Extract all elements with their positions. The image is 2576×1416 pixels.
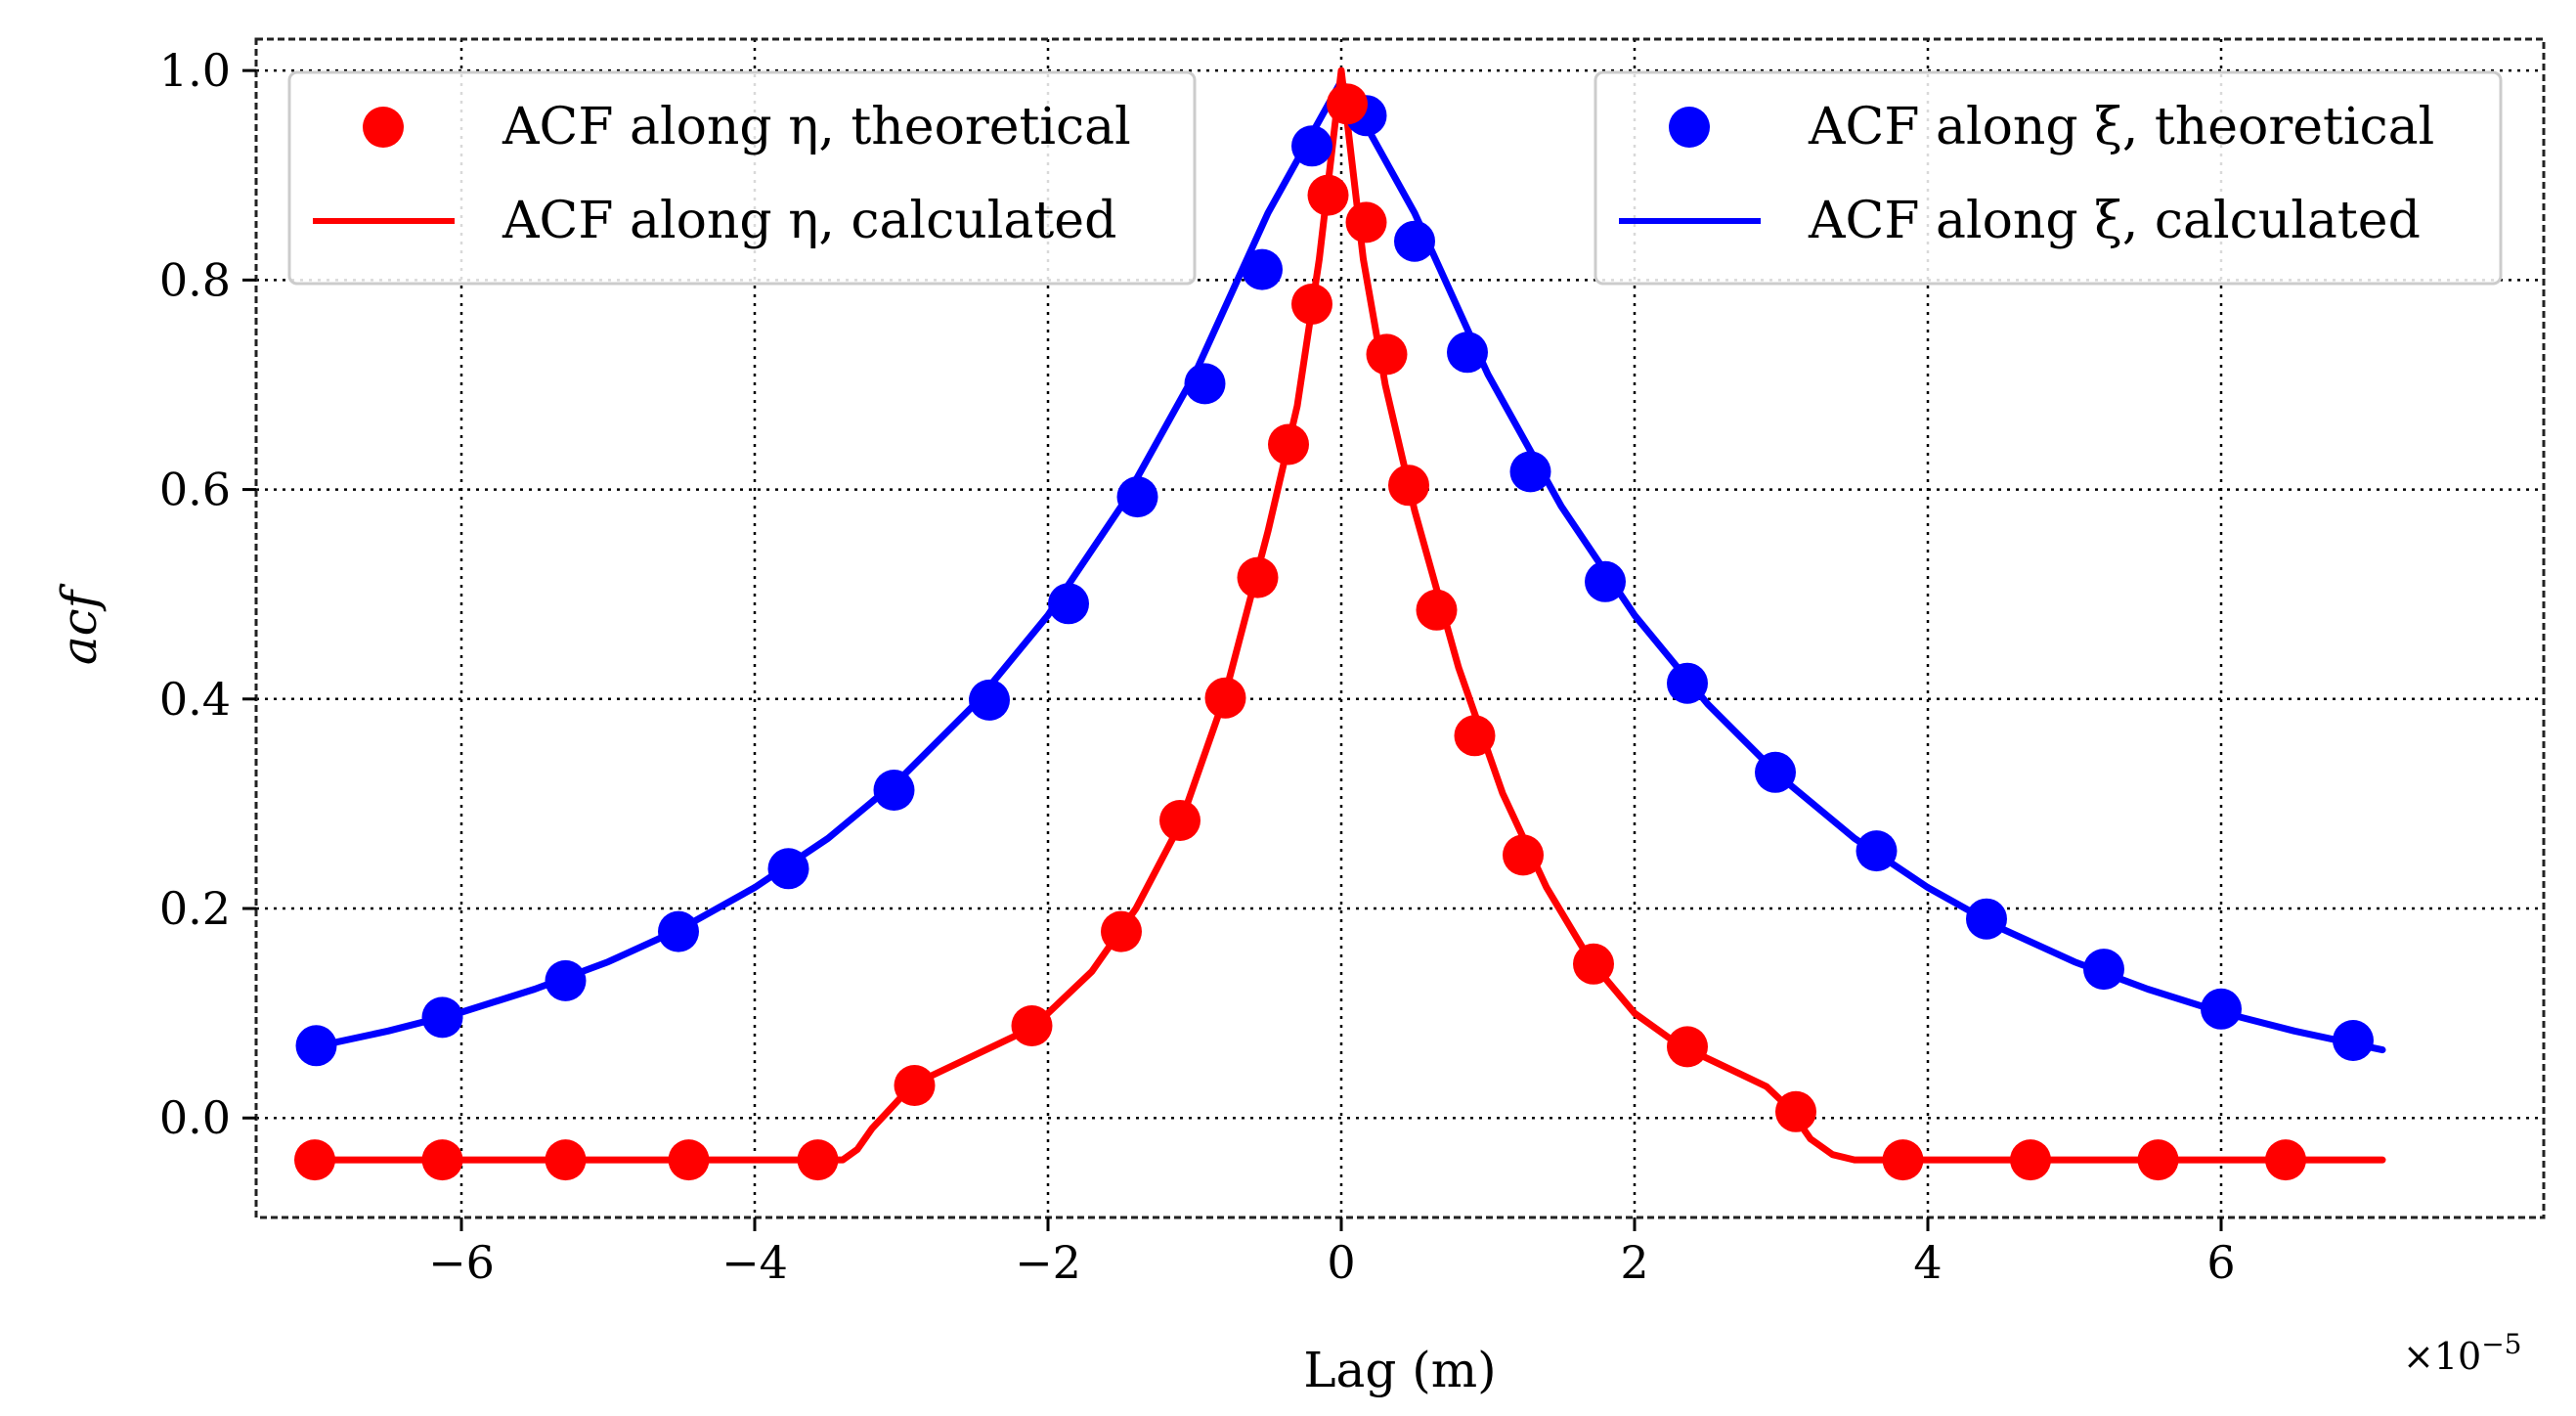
acf-along-xi-theoretical-point: [1509, 451, 1551, 493]
acf-along-eta-theoretical-point: [2010, 1139, 2051, 1181]
acf-along-xi-theoretical-point: [1048, 583, 1089, 625]
acf-along-eta-theoretical-point: [1345, 201, 1387, 243]
y-axis-label: acf: [51, 583, 108, 665]
acf-along-eta-theoretical-point: [1388, 465, 1429, 507]
acf-along-eta-theoretical-point: [1237, 556, 1279, 598]
x-tick-label: 2: [1620, 1236, 1648, 1289]
acf-along-xi-theoretical-point: [1394, 220, 1435, 262]
legend-xi-theoretical-marker: [1669, 107, 1710, 148]
acf-along-eta-theoretical-point: [668, 1139, 710, 1181]
acf-along-eta-theoretical-point: [2137, 1139, 2179, 1181]
x-axis-label: Lag (m): [1303, 1342, 1496, 1398]
x-multiplier-base: ×10: [2403, 1335, 2481, 1378]
acf-along-eta-theoretical-point: [1503, 834, 1544, 876]
acf-along-eta-theoretical-point: [1268, 423, 1309, 465]
legend-eta: ACF along η, theoretical ACF along η, ca…: [287, 70, 1197, 286]
acf-along-eta-theoretical-point: [545, 1139, 587, 1181]
y-tick-label: 0.2: [159, 882, 231, 935]
acf-along-eta-theoretical-point: [1011, 1005, 1053, 1046]
acf-along-xi-theoretical-point: [658, 910, 699, 952]
acf-along-xi-theoretical-point: [1667, 662, 1708, 704]
acf-along-xi-theoretical-point: [1291, 125, 1332, 167]
acf-along-eta-theoretical-point: [894, 1065, 936, 1106]
acf-along-xi-theoretical-point: [767, 848, 809, 890]
legend-eta-theoretical-marker: [363, 107, 404, 148]
acf-along-eta-theoretical-point: [421, 1139, 463, 1181]
legend-xi-theoretical-label: ACF along ξ, theoretical: [1808, 98, 2434, 156]
acf-along-eta-theoretical-point: [1101, 910, 1142, 952]
x-axis-multiplier: ×10−5: [2403, 1328, 2521, 1378]
acf-along-eta-theoretical-point: [1366, 333, 1408, 376]
acf-along-eta-theoretical-point: [1667, 1026, 1708, 1068]
x-tick-label: 6: [2206, 1236, 2235, 1289]
legend-xi-box: [1594, 70, 2503, 286]
acf-along-eta-theoretical-point: [1882, 1139, 1924, 1181]
x-tick-label: 0: [1327, 1236, 1355, 1289]
acf-along-xi-theoretical-point: [969, 679, 1010, 721]
y-tick-label: 0.8: [159, 253, 231, 306]
acf-along-eta-theoretical-point: [1159, 800, 1201, 841]
acf-along-eta-theoretical-point: [294, 1139, 335, 1181]
acf-along-xi-theoretical-point: [1755, 751, 1796, 793]
x-tick-label: −4: [721, 1236, 788, 1289]
x-tick-label: −2: [1015, 1236, 1081, 1289]
acf-along-xi-theoretical-point: [1966, 898, 2007, 940]
y-tick-label: 0.0: [159, 1091, 231, 1144]
acf-along-xi-theoretical-point: [873, 770, 915, 811]
y-tick-label: 0.4: [159, 673, 231, 726]
acf-along-xi-theoretical-point: [1242, 248, 1283, 290]
acf-along-eta-calculated-line: [296, 66, 2386, 1164]
legend-eta-box: [287, 70, 1197, 286]
acf-along-xi-theoretical-point: [1856, 830, 1898, 872]
acf-along-eta-theoretical-point: [1454, 715, 1496, 757]
acf-along-xi-theoretical-point: [2333, 1020, 2374, 1061]
acf-along-xi-theoretical-point: [2201, 988, 2242, 1030]
acf-along-xi-theoretical-point: [295, 1025, 337, 1067]
series-layer: [294, 66, 2386, 1181]
x-tick-label: −6: [428, 1236, 495, 1289]
acf-along-eta-theoretical-point: [1327, 83, 1368, 125]
acf-along-xi-theoretical-point: [2083, 949, 2124, 991]
acf-along-eta-theoretical-point: [1204, 677, 1246, 719]
plot-frame: [254, 37, 2546, 1219]
x-multiplier-exponent: −5: [2481, 1328, 2521, 1360]
legend-xi: ACF along ξ, theoretical ACF along ξ, ca…: [1594, 70, 2503, 286]
acf-along-eta-theoretical-point: [2265, 1139, 2306, 1181]
acf-along-xi-theoretical-point: [545, 959, 587, 1001]
acf-along-eta-theoretical-point: [797, 1139, 839, 1181]
y-tick-label: 1.0: [159, 44, 231, 97]
acf-along-eta-theoretical-point: [1573, 943, 1614, 985]
acf-along-xi-theoretical-point: [1447, 332, 1488, 374]
acf-along-xi-theoretical-point: [1184, 363, 1226, 405]
legend-eta-theoretical-label: ACF along η, theoretical: [502, 98, 1131, 156]
acf-along-xi-theoretical-point: [421, 996, 463, 1039]
x-tick-label: 4: [1913, 1236, 1942, 1289]
acf-along-eta-theoretical-point: [1416, 589, 1458, 631]
legend-eta-calculated-label: ACF along η, calculated: [502, 192, 1116, 250]
acf-along-xi-theoretical-point: [1585, 560, 1626, 602]
acf-along-eta-theoretical-point: [1291, 284, 1332, 325]
acf-along-eta-theoretical-point: [1307, 174, 1349, 216]
y-tick-label: 0.6: [159, 464, 231, 516]
axis-ticks: −6 −4 −2 0 2 4 6 0.0 0.2 0.4 0.6 0.8 1.0: [159, 44, 2236, 1289]
legend-xi-calculated-label: ACF along ξ, calculated: [1808, 192, 2421, 250]
acf-along-xi-theoretical-point: [1116, 476, 1158, 518]
acf-along-eta-theoretical-point: [1775, 1090, 1816, 1132]
